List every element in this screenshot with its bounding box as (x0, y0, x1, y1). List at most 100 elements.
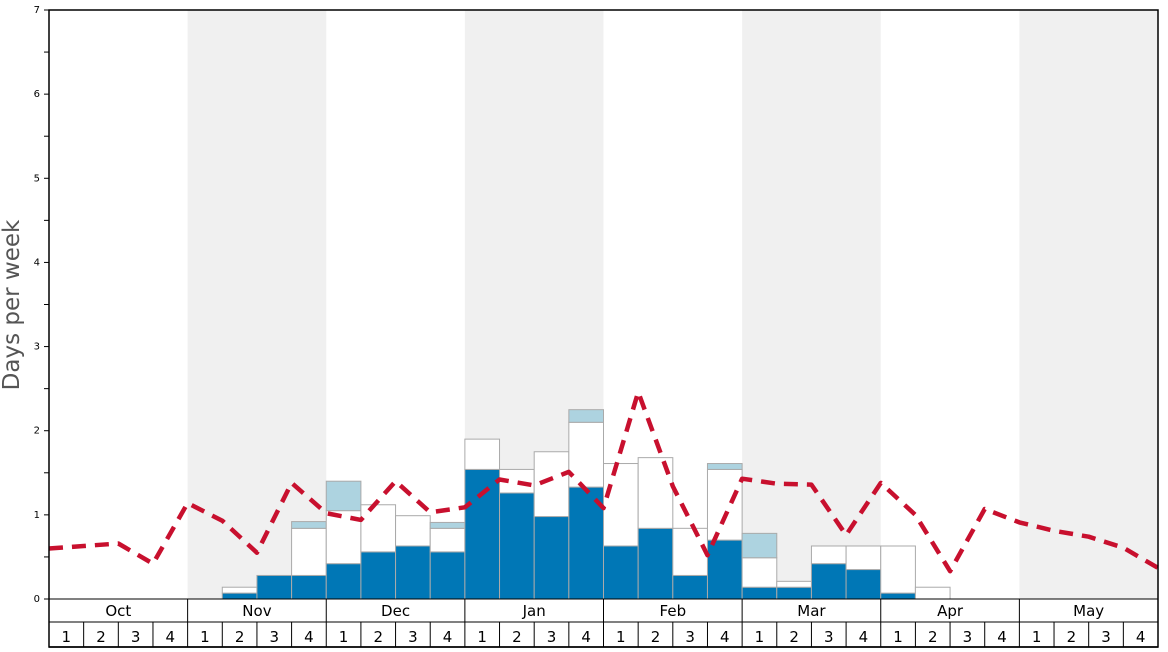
bar-base (499, 492, 535, 600)
bar-base (221, 592, 258, 600)
bar-middle (845, 545, 882, 571)
bar-middle (741, 557, 778, 588)
week-label: 3 (131, 628, 141, 646)
month-band (1019, 10, 1158, 599)
week-label: 1 (755, 628, 765, 646)
week-label: 2 (96, 628, 106, 646)
y-tick-label: 6 (34, 89, 40, 100)
bar-middle (672, 527, 708, 576)
bar-top (706, 463, 743, 470)
bar-base (291, 574, 327, 600)
bar-base (395, 545, 431, 600)
week-label: 1 (893, 628, 903, 646)
week-label: 1 (339, 628, 349, 646)
week-label: 3 (269, 628, 279, 646)
y-tick-label: 4 (34, 257, 40, 268)
month-label: Apr (937, 602, 964, 620)
month-label: Nov (242, 602, 271, 620)
month-label: Mar (797, 602, 826, 620)
bar-base (672, 574, 708, 600)
week-label: 1 (1032, 628, 1042, 646)
bars (221, 409, 951, 600)
month-label: May (1073, 602, 1104, 620)
month-label: Feb (660, 602, 687, 620)
bar-middle (914, 586, 951, 600)
month-band (742, 10, 881, 599)
month-bands (187, 10, 1158, 599)
month-band (187, 10, 327, 599)
bar-base (464, 468, 501, 600)
week-label: 1 (477, 628, 487, 646)
week-label: 4 (166, 628, 176, 646)
bar-base (637, 527, 674, 600)
week-label: 3 (824, 628, 834, 646)
y-tick-label: 5 (34, 173, 40, 184)
bar-base (706, 539, 743, 600)
bar-base (810, 563, 847, 600)
month-label: Oct (105, 602, 131, 620)
week-label: 2 (651, 628, 661, 646)
week-label: 1 (616, 628, 626, 646)
week-label: 4 (997, 628, 1007, 646)
y-axis-label: Days per week (0, 219, 25, 390)
dashed-line (48, 389, 1160, 574)
y-tick-label: 2 (34, 426, 40, 437)
bar-base (741, 586, 778, 600)
week-label: 4 (1136, 628, 1146, 646)
week-label: 2 (512, 628, 522, 646)
week-label: 4 (720, 628, 730, 646)
bar-middle (360, 504, 397, 553)
bar-middle (429, 527, 466, 553)
week-label: 1 (62, 628, 72, 646)
bar-top (741, 532, 778, 559)
week-label: 4 (443, 628, 453, 646)
week-label: 4 (581, 628, 591, 646)
x-axis: Oct Nov Dec Jan Feb Mar Apr May 1 2 3 4 1 2 3 4 1 2 3 4 1 2 3 4… (62, 599, 1146, 647)
bar-middle (533, 451, 570, 518)
dashed-line-series (48, 389, 1160, 574)
month-label: Jan (522, 602, 546, 620)
bar-base (603, 545, 639, 600)
y-axis: 0 1 2 3 4 5 6 7 (34, 5, 49, 605)
bar-middle (395, 515, 431, 547)
bar-middle (464, 438, 501, 470)
month-label: Dec (381, 602, 410, 620)
bar-middle (880, 545, 916, 594)
y-tick-label: 7 (34, 5, 40, 16)
week-label: 4 (304, 628, 314, 646)
week-label: 2 (928, 628, 938, 646)
week-label: 3 (963, 628, 973, 646)
bar-base (429, 551, 466, 600)
week-label: 2 (373, 628, 383, 646)
week-label: 2 (789, 628, 799, 646)
week-label: 3 (685, 628, 695, 646)
bar-base (533, 516, 570, 600)
bar-middle (291, 527, 327, 576)
week-label: 4 (859, 628, 869, 646)
bar-middle (221, 586, 258, 594)
week-label: 3 (547, 628, 557, 646)
bar-base (880, 592, 916, 600)
week-label: 3 (1101, 628, 1111, 646)
bar-base (845, 569, 882, 600)
week-label: 1 (200, 628, 210, 646)
week-label: 2 (1067, 628, 1077, 646)
bar-top (291, 521, 327, 529)
y-tick-label: 0 (34, 594, 40, 605)
week-label: 3 (408, 628, 418, 646)
bar-base (325, 563, 362, 600)
bar-middle (776, 580, 812, 588)
week-label: 2 (235, 628, 245, 646)
bar-middle (603, 463, 639, 547)
bar-top (325, 480, 362, 512)
bar-base (360, 551, 397, 600)
bar-base (256, 574, 293, 600)
bar-top (568, 409, 604, 423)
y-tick-label: 3 (34, 342, 40, 353)
bar-base (776, 586, 812, 600)
bar-top (429, 521, 466, 529)
bar-middle (810, 545, 847, 565)
bar-middle (706, 468, 743, 541)
